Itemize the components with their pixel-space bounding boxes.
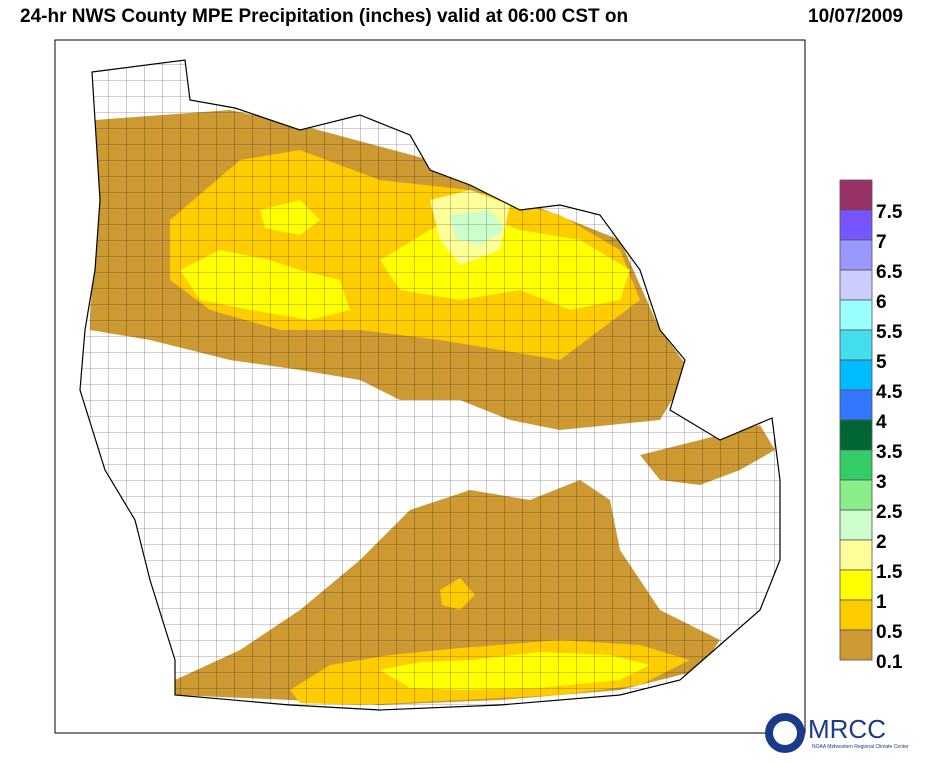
legend-swatch — [839, 419, 873, 451]
legend-swatch — [839, 179, 873, 211]
legend-swatch — [839, 269, 873, 301]
legend-swatch — [839, 599, 873, 631]
legend-label: 2.5 — [876, 502, 903, 523]
region-outline — [79, 59, 781, 711]
legend-label: 0.1 — [876, 652, 903, 673]
logo-emblem-inner — [773, 721, 797, 745]
legend-label: 6 — [876, 292, 887, 313]
legend-label: 5.5 — [876, 322, 903, 343]
logo-subtitle: NOAA Midwestern Regional Climate Center — [812, 744, 909, 750]
legend-label: 3.5 — [876, 442, 903, 463]
map-date: 10/07/2009 — [808, 6, 903, 27]
legend-label: 5 — [876, 352, 887, 373]
legend-swatch — [839, 449, 873, 481]
legend-swatch — [839, 209, 873, 241]
legend-swatch — [839, 239, 873, 271]
legend-swatch — [839, 509, 873, 541]
legend-swatch — [839, 389, 873, 421]
legend-label: 6.5 — [876, 262, 903, 283]
map-title: 24-hr NWS County MPE Precipitation (inch… — [20, 6, 628, 27]
logo: MRCC NOAA Midwestern Regional Climate Ce… — [765, 713, 909, 753]
legend-label: 7.5 — [876, 202, 903, 223]
legend-label: 1 — [876, 592, 887, 613]
logo-text: MRCC — [808, 714, 886, 744]
legend-swatch — [839, 329, 873, 361]
legend-label: 0.5 — [876, 622, 903, 643]
legend-label: 1.5 — [876, 562, 903, 583]
legend-swatch — [839, 479, 873, 511]
legend-label: 7 — [876, 232, 887, 253]
legend: 7.5 7 6.5 6 5.5 5 4.5 4 3.5 3 2.5 2 1.5 1 0.5 0.1 — [839, 179, 903, 673]
legend-swatch — [839, 569, 873, 601]
legend-label: 2 — [876, 532, 887, 553]
legend-swatch — [839, 629, 873, 661]
legend-label: 3 — [876, 472, 887, 493]
legend-label: 4 — [876, 412, 887, 433]
legend-swatch — [839, 359, 873, 391]
legend-swatch — [839, 539, 873, 571]
legend-swatch — [839, 299, 873, 331]
legend-label: 4.5 — [876, 382, 903, 403]
